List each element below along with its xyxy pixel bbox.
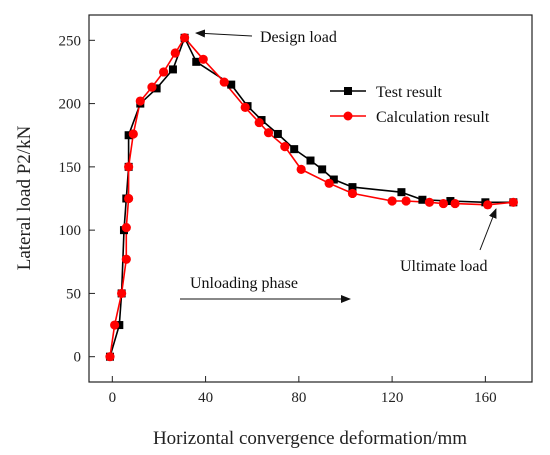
- annotation-design-load: Design load: [260, 29, 337, 46]
- data-point-calc: [198, 54, 208, 64]
- annotation-unloading-phase: Unloading phase: [190, 275, 298, 292]
- data-point-test: [348, 183, 357, 192]
- data-point-test: [168, 65, 177, 74]
- data-point-test: [115, 321, 124, 330]
- data-point-calc: [128, 129, 138, 139]
- annotation-ultimate-load: Ultimate load: [400, 258, 488, 275]
- data-point-test: [446, 197, 455, 206]
- data-point-calc: [296, 164, 306, 174]
- data-point-calc: [240, 102, 250, 112]
- data-point-calc: [401, 196, 411, 206]
- data-point-calc: [147, 82, 157, 92]
- data-point-test: [290, 145, 299, 154]
- data-point-test: [192, 57, 201, 66]
- data-point-calc: [324, 178, 334, 188]
- data-point-calc: [124, 162, 134, 172]
- plot-frame: [88, 14, 533, 383]
- data-point-test: [329, 175, 338, 184]
- data-point-test: [318, 165, 327, 174]
- data-point-calc: [424, 197, 435, 207]
- data-point-calc: [121, 223, 131, 233]
- annotations: Design load Unloading phase Ultimate loa…: [180, 29, 497, 303]
- data-point-calc: [254, 117, 264, 128]
- data-point-calc: [483, 200, 493, 210]
- data-point-calc: [263, 128, 274, 138]
- data-point-calc: [159, 67, 169, 77]
- y-tick-label: 200: [59, 97, 82, 113]
- x-tick-label: 80: [291, 390, 306, 406]
- x-tick-label: 160: [474, 390, 497, 406]
- arrow-design-load: [195, 29, 253, 38]
- data-point-calc: [117, 288, 127, 299]
- data-point-test: [397, 188, 406, 197]
- data-point-calc: [124, 193, 134, 204]
- data-point-calc: [170, 48, 180, 58]
- legend-label-calc: Calculation result: [376, 109, 490, 126]
- data-point-calc: [110, 320, 120, 330]
- y-axis-label: Lateral load P2/kN: [14, 125, 35, 270]
- data-point-calc: [105, 352, 115, 362]
- y-tick-label: 0: [74, 350, 82, 366]
- legend: Test result Calculation result: [330, 84, 490, 126]
- data-point-calc: [179, 33, 190, 43]
- data-point-calc: [347, 188, 358, 199]
- data-point-test: [124, 131, 133, 140]
- series-line-test: [109, 36, 514, 357]
- data-point-test: [273, 129, 282, 138]
- data-point-calc: [219, 77, 229, 87]
- axis-ticks: 0 40 80 120 160 0 50 100 150 200 250: [59, 33, 497, 406]
- y-tick-label: 150: [59, 160, 82, 176]
- x-tick-label: 40: [198, 390, 213, 406]
- data-point-test: [227, 80, 236, 89]
- x-tick-label: 0: [109, 390, 117, 406]
- legend-marker-calc: [343, 111, 353, 121]
- data-point-calc: [135, 96, 145, 106]
- arrow-ultimate-load: [479, 208, 497, 251]
- data-point-test: [418, 195, 427, 204]
- y-tick-label: 50: [66, 286, 81, 302]
- legend-label-test: Test result: [376, 84, 443, 101]
- x-tick-label: 120: [381, 390, 404, 406]
- data-point-calc: [121, 254, 131, 264]
- data-point-test: [152, 84, 161, 93]
- data-point-calc: [438, 198, 448, 209]
- legend-marker-test: [344, 87, 352, 95]
- y-tick-label: 100: [59, 223, 82, 239]
- y-tick-label: 250: [59, 33, 82, 49]
- data-point-calc: [508, 197, 518, 207]
- series-markers: [105, 33, 518, 362]
- data-point-test: [306, 156, 315, 165]
- data-point-calc: [387, 196, 397, 206]
- x-axis-label: Horizontal convergence deformation/mm: [153, 428, 467, 449]
- data-point-calc: [450, 198, 460, 209]
- data-point-calc: [280, 142, 290, 152]
